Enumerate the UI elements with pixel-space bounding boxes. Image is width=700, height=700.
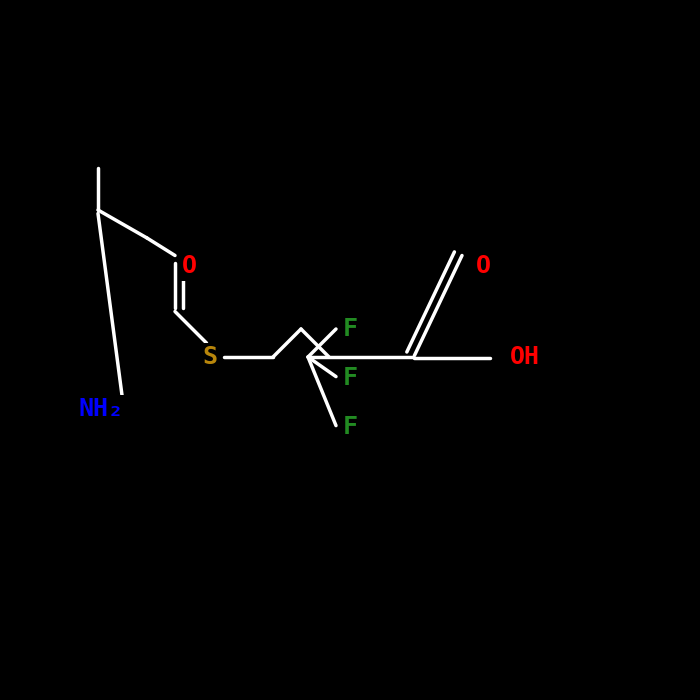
Text: OH: OH [510,345,540,369]
Text: O: O [181,254,197,278]
Text: F: F [342,317,358,341]
Text: O: O [475,254,491,278]
Text: S: S [202,345,218,369]
Text: NH₂: NH₂ [79,398,124,421]
Text: F: F [342,366,358,390]
Text: F: F [342,415,358,439]
